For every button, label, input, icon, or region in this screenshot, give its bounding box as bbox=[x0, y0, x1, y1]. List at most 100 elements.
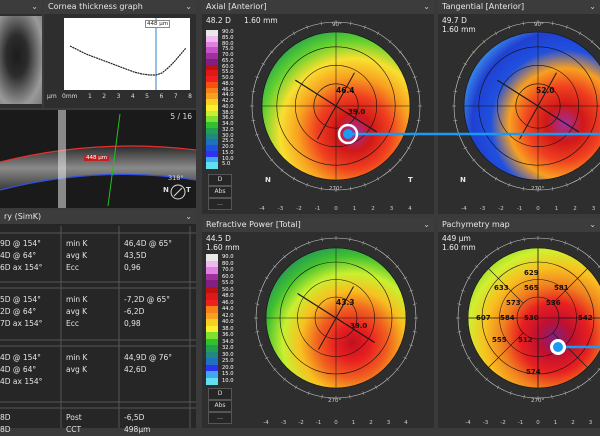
scale-swatch bbox=[206, 299, 218, 307]
scale-swatch bbox=[206, 286, 218, 294]
angle-tick bbox=[457, 303, 462, 305]
chevron-down-icon[interactable]: ⌄ bbox=[185, 2, 192, 11]
scale-label: 90.0 bbox=[222, 254, 234, 260]
more-button[interactable]: ... bbox=[208, 412, 232, 424]
angle-tick bbox=[475, 265, 479, 269]
scale-label: 40.0 bbox=[222, 319, 234, 325]
angle-tick bbox=[496, 385, 500, 390]
angle-tick bbox=[496, 246, 500, 251]
abs-button[interactable]: Abs bbox=[208, 186, 232, 198]
angle-tick bbox=[321, 394, 323, 399]
pachymetry-cell: 536 bbox=[546, 299, 561, 307]
oct-slice-counter: 5 / 16 bbox=[170, 112, 192, 121]
grid-lines bbox=[0, 226, 196, 428]
angle-tick bbox=[494, 31, 498, 36]
chevron-down-icon[interactable]: ⌄ bbox=[589, 2, 596, 11]
angle-tick bbox=[261, 146, 266, 150]
scale-label: 48.0 bbox=[222, 293, 234, 299]
angle-tick bbox=[509, 391, 512, 396]
abs-button[interactable]: Abs bbox=[208, 400, 232, 412]
angle-tick bbox=[485, 377, 489, 381]
angle-tick bbox=[406, 62, 411, 66]
angle-tick bbox=[412, 303, 417, 305]
angle-tick bbox=[292, 176, 296, 181]
sector-line bbox=[552, 332, 588, 368]
angle-tick bbox=[587, 255, 591, 259]
map-axis-tick: -1 bbox=[315, 206, 320, 212]
map-axis-tick: 1 bbox=[352, 420, 356, 426]
table-row: 4D @ 64° avg K 43,5D bbox=[0, 251, 147, 260]
angle-tick bbox=[376, 31, 380, 36]
scale-swatch bbox=[206, 351, 218, 359]
angle-tick bbox=[471, 50, 476, 54]
angle-tick bbox=[416, 119, 421, 122]
angle-tick bbox=[485, 255, 489, 259]
table-row: 9D @ 154° min K 46,4D @ 65° bbox=[0, 239, 173, 248]
angle-tick bbox=[294, 385, 298, 390]
angle-tick bbox=[597, 367, 600, 371]
angle-tick bbox=[406, 146, 411, 150]
angle-tick bbox=[578, 31, 582, 36]
angle-tick bbox=[374, 385, 378, 390]
chevron-down-icon[interactable]: ⌄ bbox=[423, 2, 430, 11]
pachymetry-cell: 530 bbox=[524, 314, 539, 322]
axial-map: -4 -3 -2 -1 0 1 2 3 4 bbox=[250, 20, 422, 212]
angle-tick bbox=[590, 168, 594, 173]
map-axis-tick: -3 bbox=[480, 206, 486, 212]
unit-d-button[interactable]: D bbox=[208, 388, 232, 400]
oct-scan-panel: 5 / 16 448 µm 318° N T bbox=[0, 110, 196, 208]
pachymetry-value: 449 µm bbox=[442, 234, 471, 243]
angle-tick bbox=[320, 21, 323, 26]
scale-swatch bbox=[206, 133, 218, 140]
angle-tick bbox=[453, 90, 458, 93]
angle-tick bbox=[409, 289, 414, 292]
table-row: 8D CCT 498µm bbox=[0, 425, 151, 434]
angle-tick bbox=[388, 39, 392, 44]
pachymetry-cell: 574 bbox=[526, 368, 541, 376]
angle-tick bbox=[412, 76, 417, 79]
angle-tick bbox=[576, 246, 580, 251]
color-scale bbox=[206, 30, 218, 169]
keratometry-title: ry (SimK) bbox=[4, 212, 42, 221]
camera-panel: ⌄ µm bbox=[0, 0, 42, 108]
angle-tick bbox=[255, 133, 260, 136]
scale-label: 48.0 bbox=[222, 80, 234, 87]
angle-tick bbox=[280, 168, 284, 173]
angle-tick bbox=[362, 391, 365, 396]
angle-tick bbox=[412, 331, 417, 333]
scale-label: 42.0 bbox=[222, 312, 234, 319]
chevron-down-icon[interactable]: ⌄ bbox=[185, 212, 192, 221]
scale-label: 20.0 bbox=[222, 364, 234, 371]
angle-tick bbox=[255, 331, 260, 333]
angle-tick bbox=[283, 377, 287, 381]
chevron-down-icon[interactable]: ⌄ bbox=[423, 220, 430, 229]
oct-angle-label: 318° bbox=[168, 174, 184, 182]
angle-tick bbox=[471, 158, 476, 162]
angle-tick bbox=[590, 39, 594, 44]
map-axis-tick: -4 bbox=[461, 206, 467, 212]
chevron-down-icon[interactable]: ⌄ bbox=[589, 220, 596, 229]
scale-label: 30.0 bbox=[222, 132, 234, 139]
angle-tick bbox=[403, 276, 408, 280]
angle-tick bbox=[264, 276, 269, 280]
chevron-down-icon[interactable]: ⌄ bbox=[31, 2, 38, 11]
scale-label: 70.0 bbox=[222, 52, 234, 58]
angle-tick bbox=[523, 237, 525, 242]
scale-label: 10.0 bbox=[222, 155, 234, 162]
more-button[interactable]: ... bbox=[208, 198, 232, 210]
angle-tick bbox=[398, 50, 403, 54]
pachymetry-cell: 512 bbox=[518, 336, 533, 344]
angle-tick bbox=[523, 394, 525, 399]
angle-tick bbox=[565, 182, 568, 187]
axis-line bbox=[317, 72, 355, 140]
y-unit-label: µm bbox=[47, 93, 57, 100]
unit-d-button[interactable]: D bbox=[208, 174, 232, 186]
angle-tick bbox=[258, 289, 263, 292]
angle-tick bbox=[395, 367, 399, 371]
thickness-curve bbox=[69, 45, 187, 76]
scale-swatch bbox=[206, 319, 218, 326]
angle-tick bbox=[551, 186, 554, 191]
angle-tick bbox=[522, 186, 525, 191]
map-axis-tick: 3 bbox=[589, 420, 593, 426]
